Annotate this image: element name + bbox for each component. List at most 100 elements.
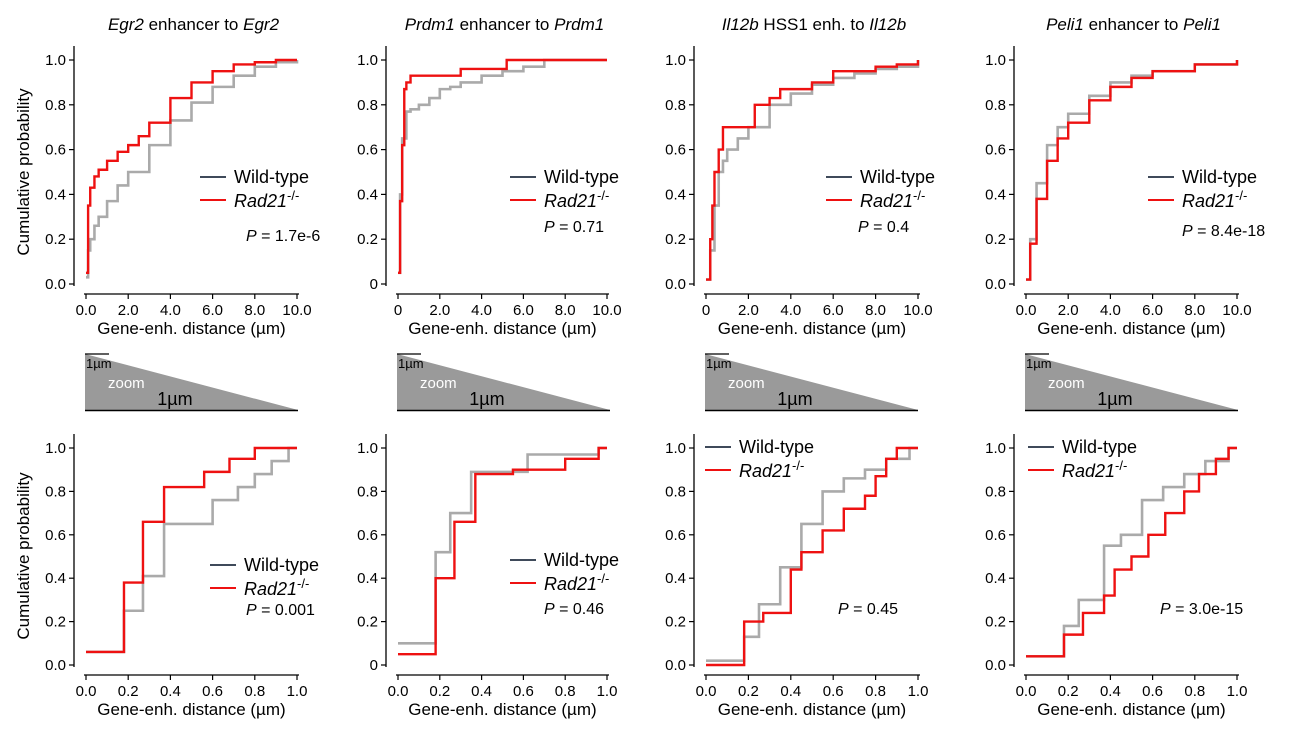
x-tick-label: 0.8: [555, 683, 576, 700]
legend-rad21-name: Rad21: [244, 579, 297, 599]
zoom-indicator-3: 1µm zoom 1µm: [705, 353, 918, 412]
y-tick-label: 0.0: [665, 276, 686, 293]
y-tick-label: 0.2: [985, 231, 1006, 248]
x-axis-label: Gene-enh. distance (µm): [1037, 319, 1225, 338]
y-axis-label: Cumulative probability: [14, 472, 33, 640]
x-axis-label: Gene-enh. distance (µm): [1037, 700, 1225, 719]
y-tick-label: 0.0: [985, 276, 1006, 293]
y-tick-label: 0.8: [357, 97, 378, 114]
p-value: P = 0.71: [544, 219, 604, 236]
legend-rad21-sup: -/-: [792, 458, 804, 473]
zoom-triangle: [397, 354, 610, 410]
series-rad21-line: [398, 58, 607, 274]
x-tick-label: 0.8: [244, 683, 265, 700]
x-tick-label: 10.0: [1222, 302, 1251, 319]
y-tick-label: 0.6: [665, 527, 686, 544]
x-tick-label: 0.0: [388, 683, 409, 700]
y-tick-label: 1.0: [45, 52, 66, 69]
legend-wild-type-label: Wild-type: [244, 555, 319, 575]
panel-4: 0.0 0.2 0.4 0.6 0.8 1.0 0.0 2.0 4.0 6.0 8.0 10.0Gen…: [985, 15, 1265, 338]
p-value: P = 8.4e-18: [1182, 223, 1265, 240]
x-tick-label: 2.0: [1058, 302, 1079, 319]
p-value-symbol: P: [858, 219, 869, 236]
y-tick-label: 1.0: [985, 440, 1006, 457]
x-tick-label: 4.0: [160, 302, 181, 319]
panel-title: Egr2 enhancer to Egr2: [108, 15, 280, 34]
x-tick-label: 0.0: [76, 302, 97, 319]
p-value-symbol: P: [1182, 223, 1193, 240]
legend-wild-type-label: Wild-type: [1062, 437, 1137, 457]
panel-1: 0.0 0.2 0.4 0.6 0.8 1.0 0.0 2.0 4.0 6.0 8.0 10.0Gen…: [45, 15, 320, 338]
x-tick-label: 1.0: [908, 683, 929, 700]
x-tick-label: 0.6: [823, 683, 844, 700]
y-tick-label: 0.4: [45, 186, 66, 203]
y-tick-label: 0.2: [45, 231, 66, 248]
x-tick-label: 0.6: [513, 683, 534, 700]
x-tick-label: 8.0: [865, 302, 886, 319]
x-axis-label: Gene-enh. distance (µm): [97, 700, 285, 719]
p-value-symbol: P: [246, 602, 257, 619]
p-value-number: = 3.0e-15: [1171, 601, 1244, 618]
series-rad21-line: [1026, 60, 1239, 281]
x-tick-label: 1.0: [287, 683, 308, 700]
zoom-big-label: 1µm: [157, 389, 192, 409]
series-wild-type-line: [706, 60, 920, 281]
y-tick-label: 0.2: [357, 231, 378, 248]
y-tick-label: 0.0: [45, 657, 66, 674]
legend-rad21-sup: -/-: [1115, 458, 1127, 473]
y-tick-label: 0.2: [985, 614, 1006, 631]
title-part: HSS1 enh. to: [759, 15, 870, 34]
title-part: Il12b: [722, 15, 759, 34]
title-part: Il12b: [869, 15, 906, 34]
y-tick-label: 0.6: [45, 142, 66, 159]
p-value: P = 0.46: [544, 601, 604, 618]
x-tick-label: 0.0: [1016, 683, 1037, 700]
title-part: Egr2: [243, 15, 279, 34]
p-value-symbol: P: [838, 601, 849, 618]
x-tick-label: 10.0: [592, 302, 621, 319]
legend-wild-type-label: Wild-type: [739, 437, 814, 457]
x-tick-label: 0.0: [696, 683, 717, 700]
x-axis-label: Gene-enh. distance (µm): [408, 319, 596, 338]
x-axis-label: Gene-enh. distance (µm): [97, 319, 285, 338]
x-tick-label: 0.2: [118, 683, 139, 700]
y-tick-label: 0.4: [45, 570, 66, 587]
x-tick-label: 6.0: [1142, 302, 1163, 319]
x-tick-label: 0.4: [780, 683, 801, 700]
x-tick-label: 0.0: [1016, 302, 1037, 319]
legend-rad21-sup: -/-: [597, 188, 609, 203]
panel-2: 0 0.2 0.4 0.6 0.8 1.0 0 2.0 4.0 6.0 8.0 10.0Gene-en…: [357, 15, 621, 338]
panel-title: Il12b HSS1 enh. to Il12b: [722, 15, 906, 34]
p-value-number: = 0.001: [257, 602, 315, 619]
zoom-indicator-2: 1µm zoom 1µm: [397, 353, 610, 412]
zoom-small-label: 1µm: [706, 356, 732, 371]
y-tick-label: 0.0: [985, 657, 1006, 674]
y-tick-label: 0.8: [985, 97, 1006, 114]
x-tick-label: 0.8: [865, 683, 886, 700]
y-tick-label: 0.2: [665, 614, 686, 631]
y-tick-label: 0.4: [357, 186, 378, 203]
y-tick-label: 1.0: [665, 440, 686, 457]
x-axis-label: Gene-enh. distance (µm): [718, 319, 906, 338]
x-tick-label: 0: [702, 302, 710, 319]
x-tick-label: 0.4: [471, 683, 492, 700]
y-tick-label: 0.6: [985, 142, 1006, 159]
x-tick-label: 6.0: [202, 302, 223, 319]
y-tick-label: 0.0: [665, 657, 686, 674]
p-value: P = 1.7e-6: [246, 228, 320, 245]
y-tick-label: 0.6: [45, 527, 66, 544]
x-tick-label: 0: [394, 302, 402, 319]
y-tick-label: 0.4: [985, 570, 1006, 587]
title-part: Prdm1: [405, 15, 455, 34]
p-value-number: = 8.4e-18: [1193, 223, 1266, 240]
x-axis-label: Gene-enh. distance (µm): [408, 700, 596, 719]
zoom-indicator-4: 1µm zoom 1µm: [1025, 353, 1238, 412]
x-tick-label: 2.0: [118, 302, 139, 319]
y-tick-label: 0.2: [45, 614, 66, 631]
panel-title: Prdm1 enhancer to Prdm1: [405, 15, 604, 34]
series-wild-type-line: [86, 446, 297, 654]
series-wild-type-line: [706, 446, 918, 662]
y-tick-label: 0.8: [985, 483, 1006, 500]
zoom-small-label: 1µm: [86, 356, 112, 371]
